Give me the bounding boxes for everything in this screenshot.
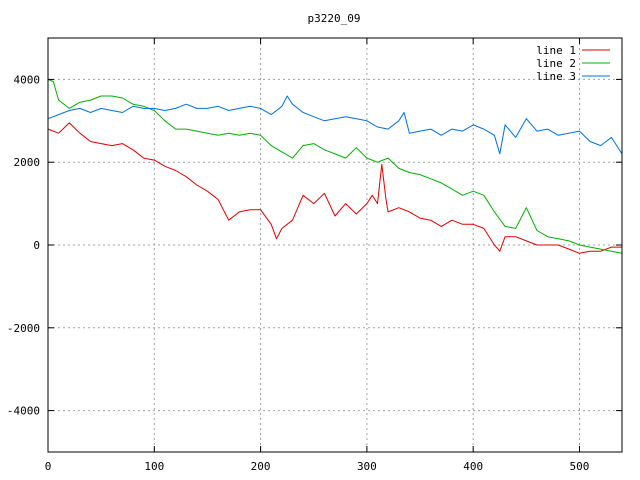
- legend-label-2: line 2: [536, 57, 576, 70]
- x-tick-label: 300: [357, 460, 377, 473]
- chart-title: p3220_09: [308, 12, 361, 25]
- x-tick-label: 100: [144, 460, 164, 473]
- series-line-1: [47, 122, 622, 254]
- series-line-2: [47, 78, 623, 254]
- y-tick-label: -2000: [7, 322, 40, 335]
- y-tick-label: 4000: [14, 73, 41, 86]
- x-tick-label: 500: [570, 460, 590, 473]
- legend-label-3: line 3: [536, 70, 576, 83]
- y-tick-label: 0: [33, 239, 40, 252]
- x-tick-label: 400: [463, 460, 483, 473]
- axis-ticks: 0 100 200 300 400 500 -4000 -2000 0 2000 4000: [7, 38, 622, 473]
- y-tick-label: 2000: [14, 156, 41, 169]
- grid-lines: [48, 38, 622, 452]
- x-tick-label: 0: [45, 460, 52, 473]
- series-line-3: [47, 95, 623, 155]
- x-tick-label: 200: [251, 460, 271, 473]
- series-layer: [47, 78, 623, 254]
- legend-label-1: line 1: [536, 44, 576, 57]
- y-tick-label: -4000: [7, 405, 40, 418]
